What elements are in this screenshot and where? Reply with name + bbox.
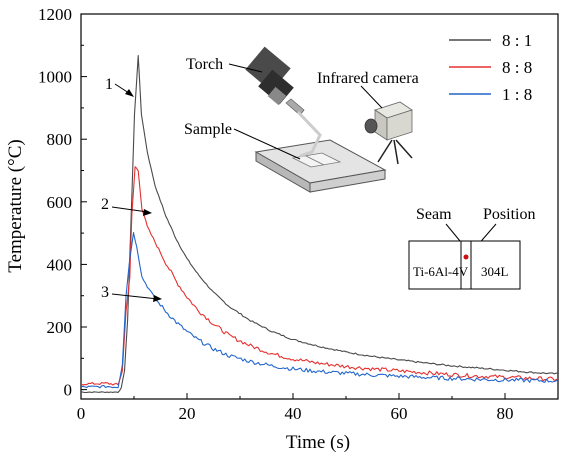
curve-label-3-text: 3: [101, 284, 109, 301]
y-tick-label: 600: [47, 193, 73, 212]
legend-label-8-8: 8 : 8: [502, 58, 532, 77]
curve-label-2-text: 2: [101, 196, 109, 213]
x-tick-label: 0: [77, 404, 86, 423]
sample-pieces: [291, 152, 342, 168]
series-layer: [81, 55, 558, 394]
sample-plate-front: [309, 169, 386, 193]
series-line-2: [81, 166, 558, 386]
y-tick-label: 200: [47, 318, 73, 337]
y-tick-label: 800: [47, 130, 73, 149]
x-axis-ticks: 0 20 40 60 80: [77, 393, 514, 423]
series-line-1: [81, 55, 558, 394]
x-tick-label: 20: [179, 404, 196, 423]
y-tick-label: 1200: [38, 5, 72, 24]
series-line-3: [81, 232, 558, 389]
sample-label: Sample: [184, 121, 232, 138]
y-tick-label: 1000: [38, 68, 72, 87]
left-material-label: Ti-6Al-4V: [413, 264, 469, 279]
x-tick-label: 80: [497, 404, 514, 423]
setup-illustration: Torch Infrared camera Sample: [184, 46, 419, 193]
torch-icon: [245, 46, 322, 158]
y-axis-ticks: 0 200 400 600 800 1000 1200: [38, 5, 87, 400]
plot-frame: [80, 13, 559, 400]
x-axis-title: Time (s): [286, 432, 350, 453]
infrared-camera-label: Infrared camera: [317, 70, 419, 87]
curve-label-1: 1: [105, 76, 134, 97]
position-label: Position: [483, 206, 535, 223]
y-axis-title: Temperature (°C): [5, 139, 26, 272]
seam-label: Seam: [416, 206, 452, 223]
y-tick-label: 400: [47, 255, 73, 274]
weld-coupon: [408, 240, 521, 290]
weld-seam-inset: Seam Position Ti-6Al-4V 304L: [408, 206, 535, 290]
legend: 8 : 1 8 : 8 1 : 8: [449, 31, 532, 104]
right-material-label: 304L: [481, 264, 509, 279]
x-tick-label: 40: [285, 404, 302, 423]
legend-label-8-1: 8 : 1: [502, 31, 532, 50]
torch-label: Torch: [186, 56, 223, 73]
curve-label-1-text: 1: [105, 76, 113, 93]
measurement-position-marker: [463, 254, 469, 260]
y-tick-label: 0: [64, 381, 73, 400]
legend-label-1-8: 1 : 8: [502, 85, 532, 104]
x-tick-label: 60: [391, 404, 408, 423]
curve-label-3: 3: [101, 284, 162, 302]
infrared-camera-icon: [364, 101, 413, 165]
curve-label-2: 2: [101, 196, 152, 216]
